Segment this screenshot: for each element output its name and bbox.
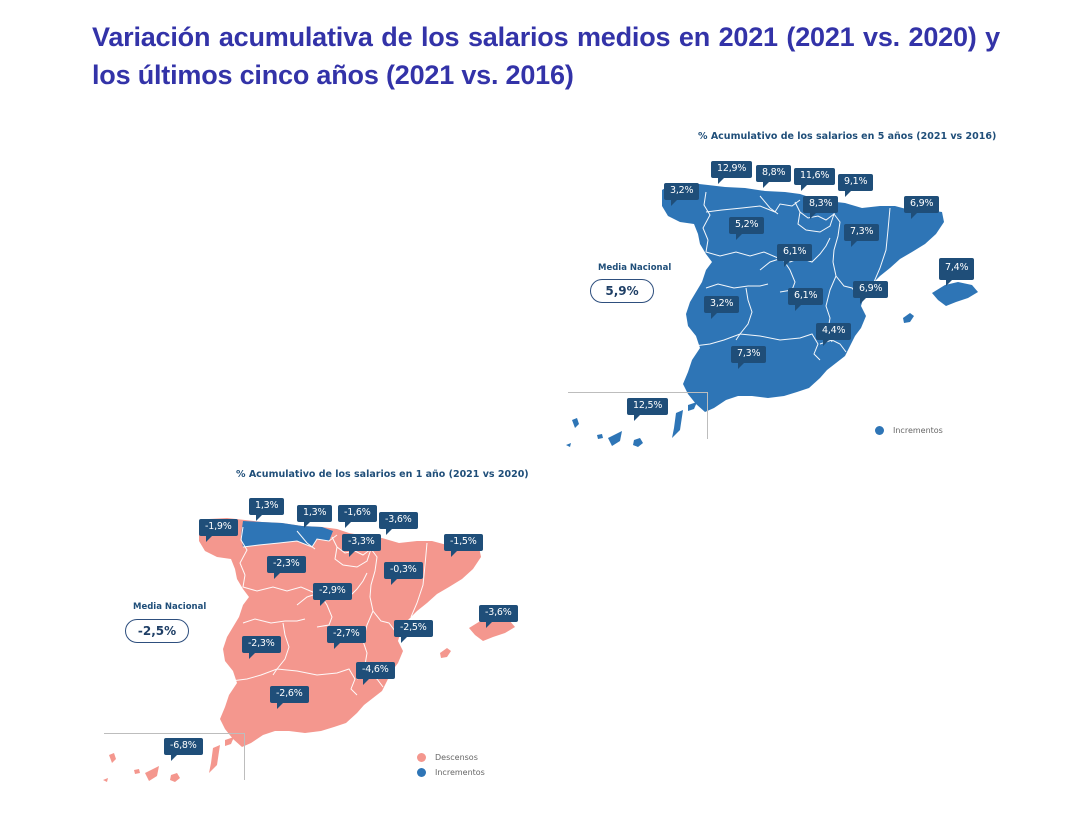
bubble-cantabria: 8,8% [756,165,792,188]
legend-incrementos: Incrementos [875,426,943,435]
bubble-baleares: 7,4% [939,258,975,286]
bubble-pais-vasco: 11,6% [794,168,836,191]
canarias-inset-frame [568,392,708,439]
bubble-asturias: 1,3% [249,498,285,521]
bubble-andalucia: 7,3% [731,346,767,369]
bubble-extremadura: -2,3% [242,636,281,659]
legend-descensos: Descensos [417,753,478,762]
map-5-years-panel: % Acumulativo de los salarios en 5 años … [566,131,997,447]
bubble-la-rioja: 8,3% [803,196,839,219]
legend-dot-icon [875,426,884,435]
ibiza-shape [903,313,914,323]
bubble-canarias: 12,5% [627,398,669,421]
bubble-extremadura: 3,2% [704,296,740,319]
bubble-andalucia: -2,6% [270,686,309,709]
bubble-cataluna: 6,9% [904,196,940,219]
media-nacional-value: 5,9% [590,279,654,303]
bubble-galicia: -1,9% [199,519,238,542]
mallorca-shape [932,282,978,306]
map-5-years-title: % Acumulativo de los salarios en 5 años … [698,131,997,142]
bubble-navarra: -3,6% [379,512,418,535]
bubble-galicia: 3,2% [664,183,700,206]
media-nacional-value: -2,5% [125,619,189,643]
bubble-la-rioja: -3,3% [342,534,381,557]
media-nacional-label: Media Nacional [598,263,672,273]
canarias-inset-frame [104,733,245,780]
bubble-canarias: -6,8% [164,738,203,761]
bubble-castilla-la-mancha: 6,1% [788,288,824,311]
bubble-madrid: -2,9% [313,583,352,606]
media-nacional-label: Media Nacional [133,602,207,612]
bubble-cantabria: 1,3% [297,505,333,528]
bubble-c-valenciana: 6,9% [853,281,889,304]
bubble-cataluna: -1,5% [444,534,483,557]
bubble-murcia: -4,6% [356,662,395,685]
bubble-aragon: -0,3% [384,562,423,585]
map-1-year-title: % Acumulativo de los salarios en 1 año (… [236,469,529,480]
bubble-navarra: 9,1% [838,174,874,197]
bubble-pais-vasco: -1,6% [338,505,377,528]
bubble-baleares: -3,6% [479,605,518,628]
legend-dot-icon [417,768,426,777]
bubble-c-valenciana: -2,5% [394,620,433,643]
bubble-aragon: 7,3% [844,224,880,247]
main-title: Variación acumulativa de los salarios me… [92,22,1000,90]
legend-dot-icon [417,753,426,762]
bubble-madrid: 6,1% [777,244,813,267]
bubble-castilla-la-mancha: -2,7% [327,626,366,649]
bubble-murcia: 4,4% [816,323,852,346]
legend-incrementos: Incrementos [417,768,485,777]
bubble-asturias: 12,9% [711,161,753,184]
bubble-castilla-leon: 5,2% [729,217,765,240]
bubble-castilla-leon: -2,3% [267,556,306,579]
